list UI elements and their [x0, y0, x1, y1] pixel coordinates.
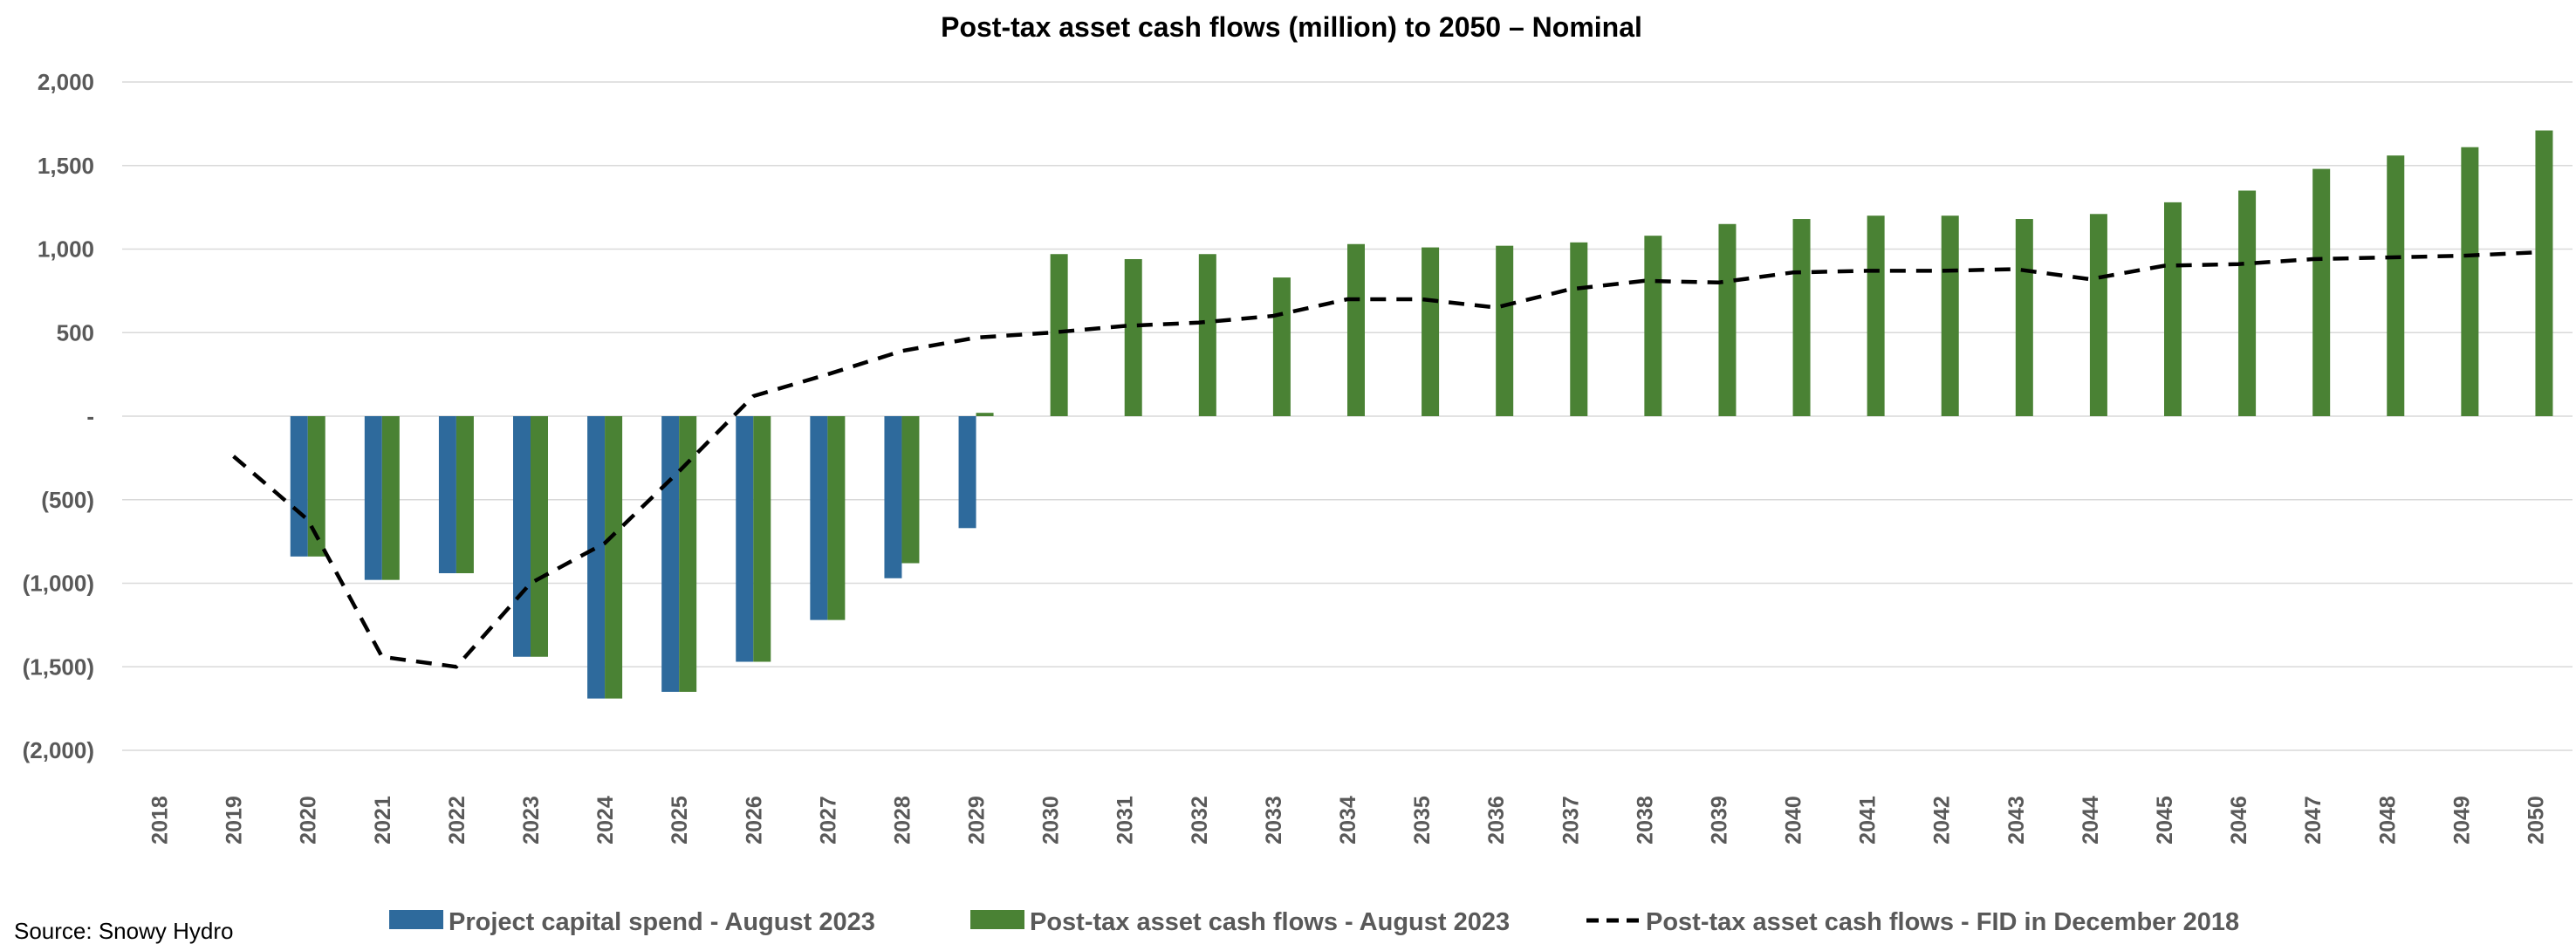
- bar: [661, 416, 680, 692]
- x-tick-label: 2025: [668, 796, 692, 845]
- x-tick-label: 2030: [1039, 796, 1064, 845]
- bar: [513, 416, 531, 657]
- bar: [456, 416, 474, 574]
- x-tick-label: 2041: [1856, 796, 1881, 845]
- x-tick-label: 2024: [593, 796, 618, 845]
- bar: [2015, 219, 2033, 416]
- bar: [1198, 254, 1216, 416]
- legend-swatch: [389, 910, 443, 929]
- bar: [1792, 219, 1811, 416]
- x-tick-label: 2042: [1930, 796, 1955, 845]
- bar: [753, 416, 771, 662]
- bar: [1124, 258, 1142, 416]
- x-tick-label: 2050: [2524, 796, 2548, 845]
- y-tick-label: (1,000): [23, 571, 94, 597]
- x-tick-label: 2045: [2153, 796, 2177, 845]
- x-tick-label: 2036: [1484, 796, 1509, 845]
- y-tick-label: 1,000: [38, 236, 94, 263]
- bar: [1347, 243, 1365, 416]
- x-tick-label: 2022: [445, 796, 469, 845]
- bar: [1272, 277, 1291, 416]
- x-tick-label: 2027: [816, 796, 840, 845]
- x-tick-label: 2019: [223, 796, 247, 845]
- x-tick-label: 2044: [2079, 796, 2103, 845]
- x-tick-label: 2046: [2227, 796, 2251, 845]
- x-tick-label: 2020: [297, 796, 321, 845]
- bar: [2461, 147, 2479, 416]
- bar: [307, 416, 325, 557]
- bar: [290, 416, 308, 557]
- bar: [605, 416, 623, 699]
- legend: Project capital spend - August 2023 Post-…: [389, 908, 2239, 936]
- bar: [1050, 254, 1068, 416]
- y-tick-label: 2,000: [38, 69, 94, 95]
- bar: [736, 416, 754, 662]
- bar: [827, 416, 846, 620]
- y-tick-label: (2,000): [23, 737, 94, 763]
- x-tick-label: 2023: [519, 796, 544, 845]
- bar: [2164, 202, 2182, 416]
- x-tick-label: 2037: [1559, 796, 1583, 845]
- bar-layer: [290, 130, 2553, 699]
- bar: [2387, 155, 2405, 416]
- bar: [2238, 190, 2257, 416]
- y-tick-label: 500: [57, 319, 94, 345]
- bar: [1941, 215, 1959, 416]
- x-tick-label: 2040: [1782, 796, 1806, 845]
- bar: [1422, 247, 1440, 416]
- bar: [810, 416, 828, 620]
- x-tick-label: 2018: [148, 796, 173, 845]
- x-tick-label: 2021: [371, 796, 395, 845]
- y-tick-label: (500): [41, 487, 94, 513]
- bar: [1644, 236, 1662, 416]
- bar: [2312, 168, 2331, 416]
- bar: [1496, 245, 1514, 416]
- bar: [364, 416, 382, 580]
- x-tick-label: 2026: [742, 796, 766, 845]
- bar: [2089, 214, 2107, 416]
- bar: [958, 416, 976, 529]
- legend-swatch: [970, 910, 1024, 929]
- x-tick-label: 2043: [2004, 796, 2029, 845]
- x-tick-label: 2038: [1633, 796, 1657, 845]
- x-tick-label: 2047: [2301, 796, 2326, 845]
- bar: [381, 416, 400, 580]
- bar: [976, 413, 994, 416]
- line-layer: [232, 250, 2536, 669]
- x-tick-label: 2032: [1188, 796, 1212, 845]
- bar: [531, 416, 548, 657]
- bar: [2535, 130, 2553, 416]
- source-note: Source: Snowy Hydro: [14, 918, 233, 944]
- bar: [587, 416, 606, 699]
- x-tick-label: 2029: [965, 796, 990, 845]
- x-tick-label: 2048: [2375, 796, 2400, 845]
- chart-title: Post-tax asset cash flows (million) to 2…: [941, 11, 1642, 43]
- y-tick-label: (1,500): [23, 653, 94, 680]
- series-line: [232, 250, 2536, 669]
- legend-label: Post-tax asset cash flows - August 2023: [1030, 908, 1510, 936]
- bar: [1570, 242, 1588, 416]
- axis-layer: 2,000 1,500 1,000 500 - (500) (1,000) (1,500) (2…: [23, 69, 2549, 845]
- bar: [679, 416, 697, 692]
- x-tick-label: 2049: [2449, 796, 2474, 845]
- x-tick-label: 2031: [1113, 796, 1138, 845]
- y-tick-label: 1,500: [38, 153, 94, 179]
- x-tick-label: 2035: [1410, 796, 1435, 845]
- legend-label: Post-tax asset cash flows - FID in Decem…: [1646, 908, 2239, 936]
- legend-label: Project capital spend - August 2023: [449, 908, 875, 936]
- bar: [1867, 215, 1885, 416]
- x-tick-label: 2039: [1707, 796, 1731, 845]
- y-tick-label: -: [86, 403, 94, 429]
- bar: [884, 416, 902, 578]
- x-tick-label: 2034: [1336, 796, 1360, 845]
- bar: [438, 416, 456, 574]
- x-tick-label: 2028: [890, 796, 915, 845]
- bar: [1718, 223, 1737, 416]
- bar: [901, 416, 920, 564]
- x-tick-label: 2033: [1262, 796, 1286, 845]
